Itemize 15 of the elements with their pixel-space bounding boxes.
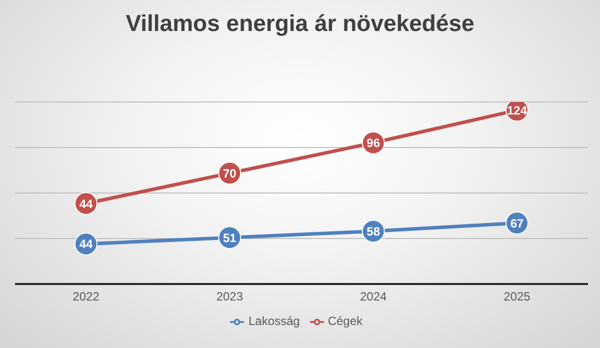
x-tick-label: 2024 xyxy=(360,290,388,304)
data-label: 51 xyxy=(222,230,237,245)
x-tick-label: 2022 xyxy=(72,290,100,304)
data-label: 58 xyxy=(366,224,380,238)
legend-label: Lakosság xyxy=(248,314,300,328)
chart-title: Villamos energia ár növekedése xyxy=(124,10,476,37)
legend-label: Cégek xyxy=(328,314,363,328)
data-label: 124 xyxy=(506,103,528,118)
data-label: 96 xyxy=(366,136,380,150)
x-tick-label: 2023 xyxy=(216,290,244,304)
data-label: 70 xyxy=(222,166,237,180)
x-tick-label: 2025 xyxy=(504,290,531,304)
data-label: 44 xyxy=(79,237,93,252)
data-label: 44 xyxy=(79,196,93,211)
data-label: 67 xyxy=(510,216,524,230)
